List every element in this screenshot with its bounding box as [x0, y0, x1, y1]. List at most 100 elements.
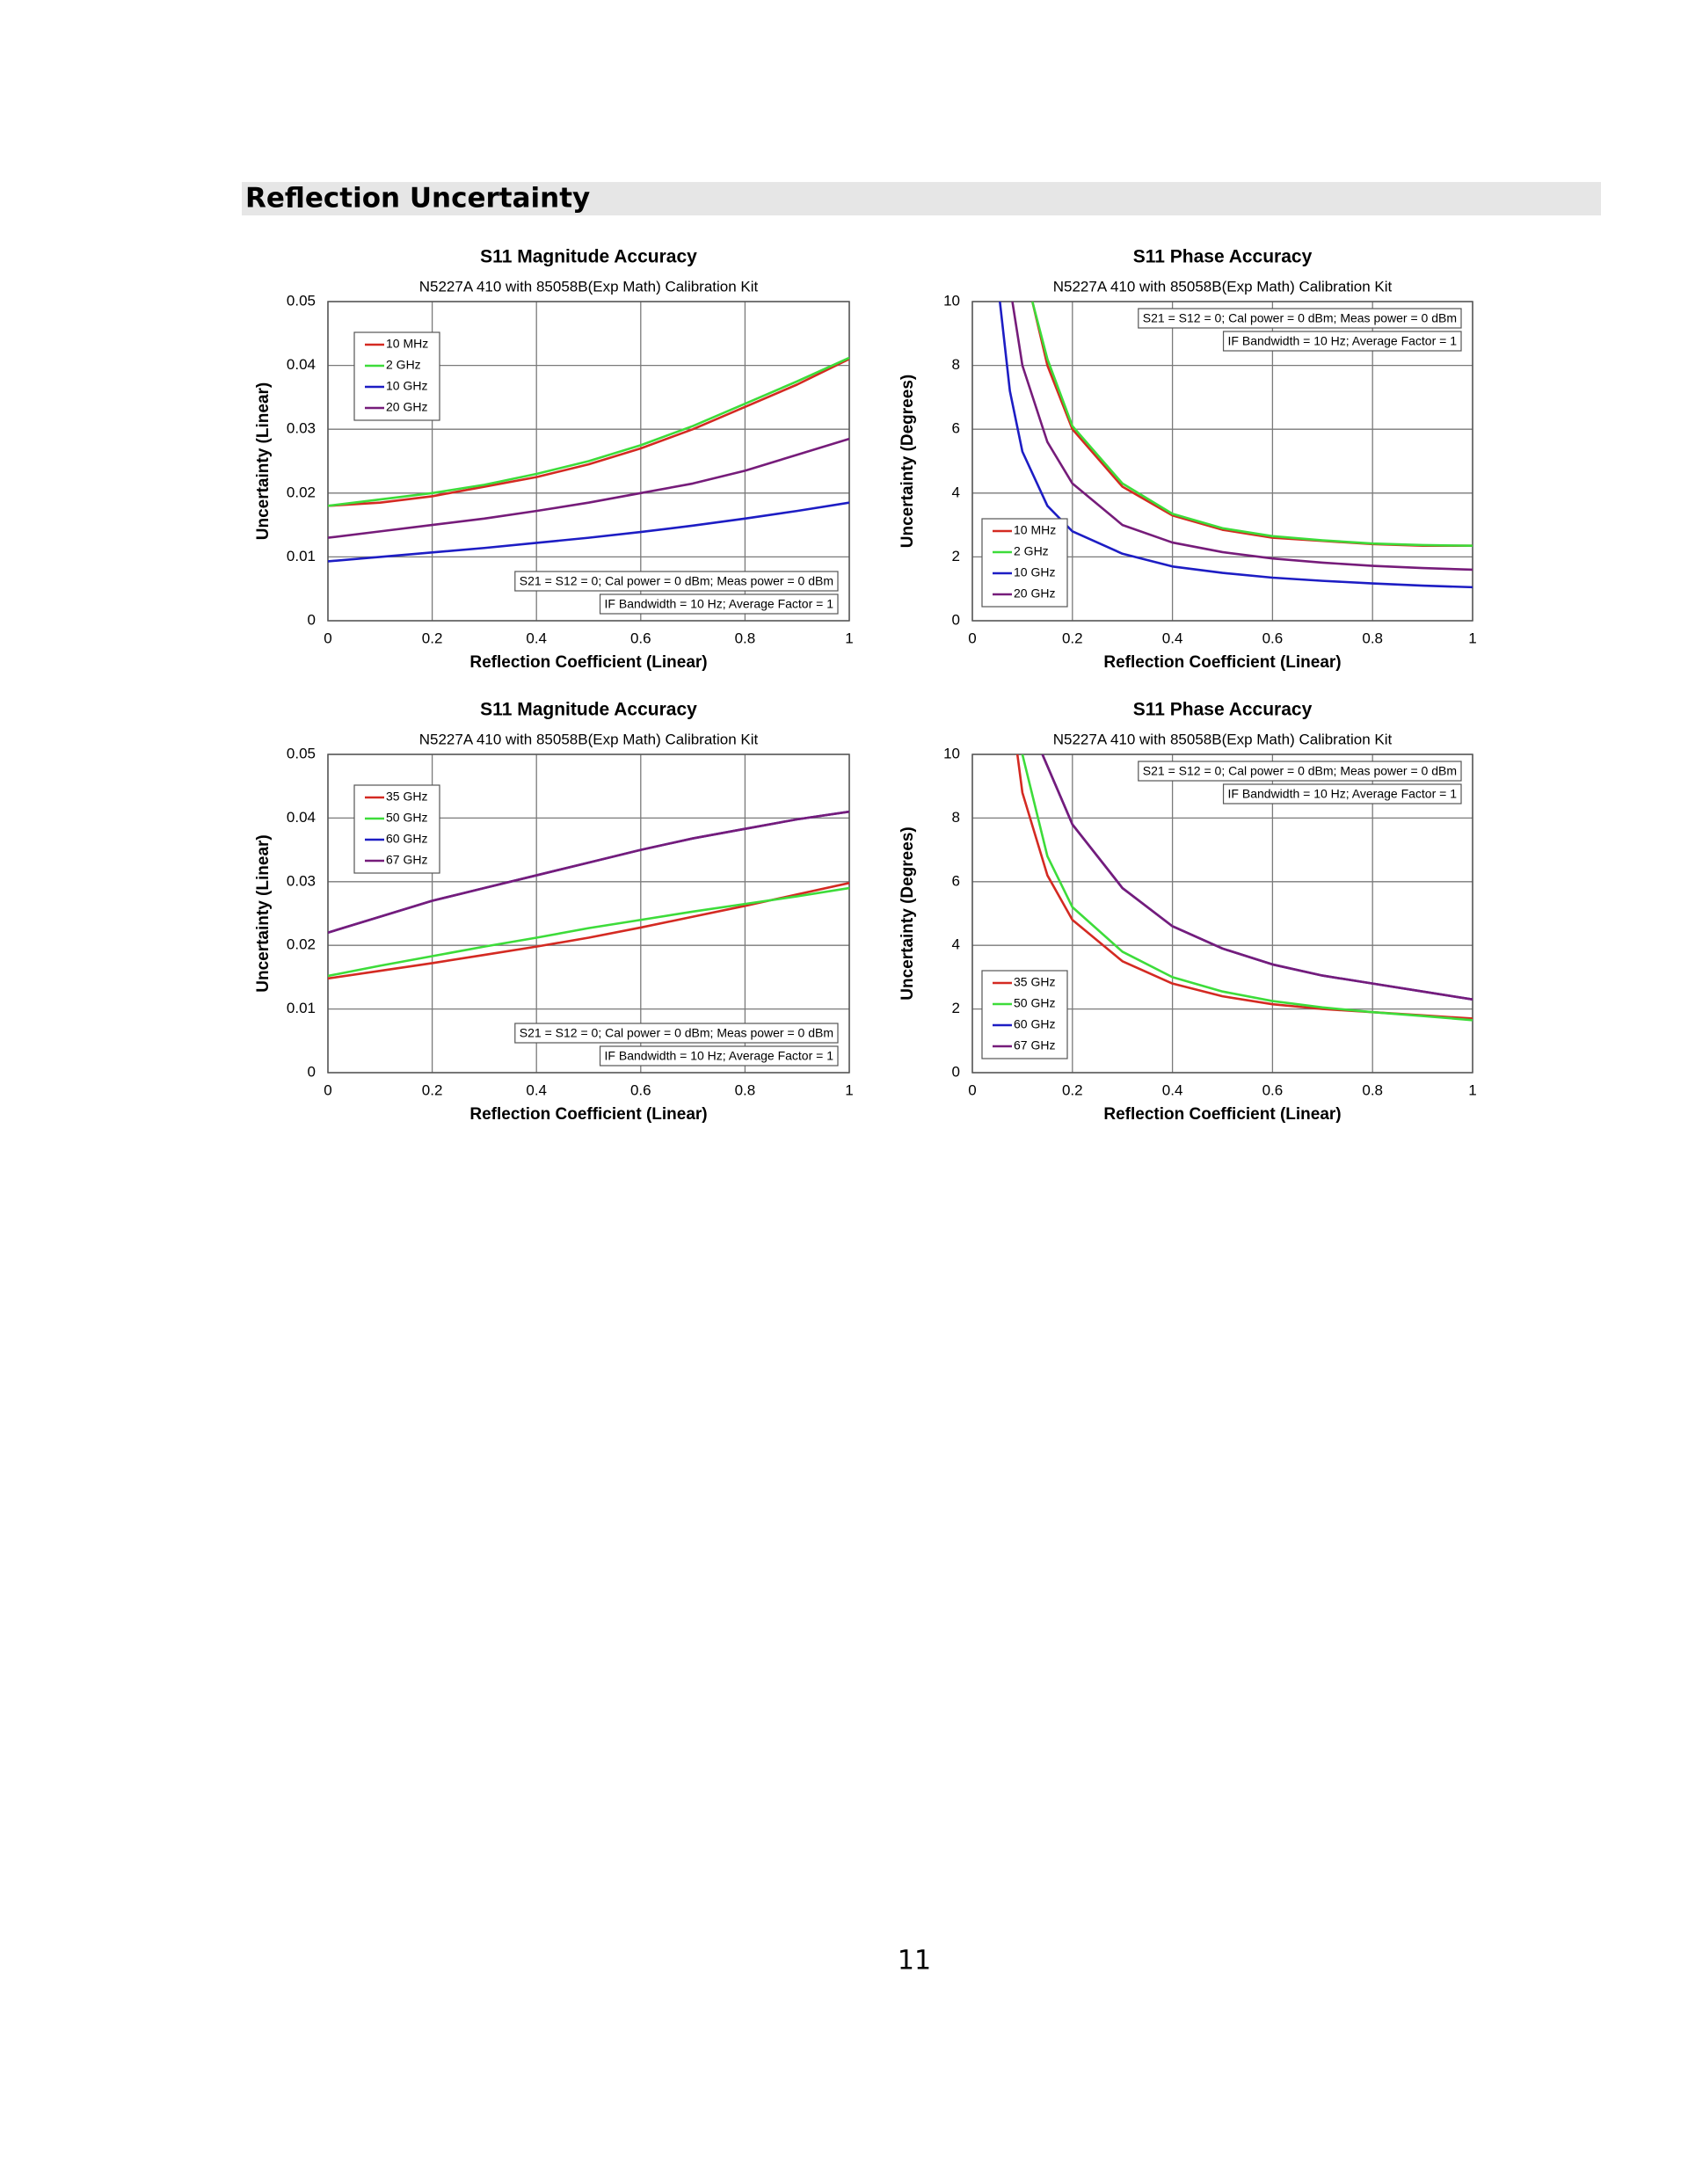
y-axis-label: Uncertainty (Degrees) — [899, 375, 917, 548]
x-tick-label: 0 — [968, 1081, 976, 1098]
annotation: IF Bandwidth = 10 Hz; Average Factor = 1 — [605, 1049, 834, 1063]
x-tick-label: 1 — [1468, 630, 1476, 646]
chart-subtitle: N5227A 410 with 85058B(Exp Math) Calibra… — [419, 278, 759, 295]
y-tick-label: 4 — [952, 484, 960, 500]
annotation: IF Bandwidth = 10 Hz; Average Factor = 1 — [1228, 787, 1458, 801]
annotation-box — [1138, 761, 1462, 782]
x-tick-label: 0.2 — [1062, 1081, 1083, 1098]
y-axis-label: Uncertainty (Linear) — [254, 834, 273, 992]
series-line — [1031, 302, 1473, 547]
legend-label: 10 GHz — [1014, 565, 1055, 579]
chart-title: S11 Phase Accuracy — [1133, 700, 1313, 720]
x-axis-label: Reflection Coefficient (Linear) — [1103, 653, 1341, 672]
y-tick-label: 0.04 — [287, 809, 316, 826]
x-tick-label: 0.8 — [1362, 630, 1383, 646]
x-tick-label: 0.4 — [526, 630, 547, 646]
series-line — [328, 358, 849, 507]
header-bar — [242, 182, 1601, 215]
legend-label: 10 GHz — [386, 379, 427, 393]
y-tick-label: 0 — [952, 611, 960, 628]
chart: S11 Magnitude Accuracy N5227A 410 with 85… — [254, 700, 854, 1124]
x-tick-label: 0.6 — [1262, 630, 1284, 646]
legend-label: 50 GHz — [1014, 996, 1055, 1010]
legend-label: 67 GHz — [386, 853, 427, 867]
legend-label: 60 GHz — [1014, 1017, 1055, 1031]
chart-subtitle: N5227A 410 with 85058B(Exp Math) Calibra… — [1053, 731, 1393, 747]
y-tick-label: 0.05 — [287, 745, 316, 761]
legend-label: 35 GHz — [386, 790, 427, 804]
annotation: IF Bandwidth = 10 Hz; Average Factor = 1 — [1228, 334, 1458, 348]
legend-label: 10 MHz — [386, 337, 428, 351]
series-line — [328, 437, 849, 539]
plot-border — [971, 753, 1473, 1074]
x-axis-label: Reflection Coefficient (Linear) — [1103, 1105, 1341, 1124]
y-tick-label: 10 — [943, 292, 960, 309]
chart-title: S11 Magnitude Accuracy — [480, 700, 697, 720]
y-tick-label: 6 — [952, 872, 960, 889]
chart-subtitle: N5227A 410 with 85058B(Exp Math) Calibra… — [419, 731, 759, 747]
chart-subtitle: N5227A 410 with 85058B(Exp Math) Calibra… — [1053, 278, 1393, 295]
legend-label: 35 GHz — [1014, 975, 1055, 989]
x-tick-label: 0 — [324, 630, 331, 646]
x-tick-label: 0.8 — [1362, 1081, 1383, 1098]
legend-box — [353, 784, 440, 874]
x-tick-label: 1 — [845, 1081, 853, 1098]
annotation-box — [514, 571, 839, 592]
chart-title: S11 Phase Accuracy — [1133, 247, 1313, 267]
x-tick-label: 0.4 — [1162, 630, 1183, 646]
series-line — [328, 356, 849, 507]
y-axis-label: Uncertainty (Degrees) — [899, 826, 917, 1000]
y-tick-label: 2 — [952, 548, 960, 564]
chart-title: S11 Magnitude Accuracy — [480, 247, 697, 267]
x-tick-label: 0.4 — [1162, 1081, 1183, 1098]
y-tick-label: 4 — [952, 936, 960, 953]
plot-border — [971, 301, 1473, 622]
x-tick-label: 0 — [324, 1081, 331, 1098]
legend-label: 67 GHz — [1014, 1038, 1055, 1052]
page-number: 11 — [898, 1946, 931, 1977]
plot-border — [327, 301, 850, 622]
series-line — [1021, 754, 1473, 1022]
y-tick-label: 0.03 — [287, 420, 316, 437]
y-tick-label: 0.01 — [287, 1000, 316, 1016]
chart: S11 Phase Accuracy N5227A 410 with 85058B… — [899, 247, 1477, 672]
x-tick-label: 0.2 — [422, 630, 443, 646]
legend-box — [981, 518, 1068, 608]
chart: S11 Magnitude Accuracy N5227A 410 with 85… — [254, 247, 854, 672]
annotation-box — [1222, 331, 1462, 352]
section-title: Reflection Uncertainty — [245, 183, 590, 215]
x-tick-label: 0.2 — [422, 1081, 443, 1098]
y-tick-label: 8 — [952, 356, 960, 373]
legend-label: 50 GHz — [386, 811, 427, 825]
y-tick-label: 8 — [952, 809, 960, 826]
y-tick-label: 0.02 — [287, 484, 316, 500]
legend-label: 20 GHz — [386, 400, 427, 414]
x-tick-label: 0.6 — [630, 1081, 651, 1098]
x-tick-label: 1 — [1468, 1081, 1476, 1098]
y-tick-label: 0 — [308, 1063, 316, 1080]
x-tick-label: 0.8 — [735, 630, 756, 646]
y-axis-label: Uncertainty (Linear) — [254, 382, 273, 540]
y-tick-label: 0.05 — [287, 292, 316, 309]
annotation: S21 = S12 = 0; Cal power = 0 dBm; Meas p… — [520, 574, 833, 588]
series-line — [1041, 754, 1473, 1001]
x-tick-label: 0.8 — [735, 1081, 756, 1098]
y-tick-label: 0.02 — [287, 936, 316, 953]
x-tick-label: 0.2 — [1062, 630, 1083, 646]
y-tick-label: 0.01 — [287, 548, 316, 564]
annotation-box — [1222, 783, 1462, 804]
annotation-box — [514, 1023, 839, 1044]
legend-label: 60 GHz — [386, 832, 427, 846]
series-line — [328, 501, 849, 563]
legend-label: 20 GHz — [1014, 586, 1055, 601]
y-tick-label: 0.03 — [287, 872, 316, 889]
legend-label: 2 GHz — [1014, 544, 1049, 558]
annotation: IF Bandwidth = 10 Hz; Average Factor = 1 — [605, 597, 834, 611]
plot-border — [327, 753, 850, 1074]
x-tick-label: 0 — [968, 630, 976, 646]
x-tick-label: 0.6 — [1262, 1081, 1284, 1098]
annotation: S21 = S12 = 0; Cal power = 0 dBm; Meas p… — [1143, 311, 1457, 325]
x-tick-label: 0.6 — [630, 630, 651, 646]
y-tick-label: 0 — [952, 1063, 960, 1080]
